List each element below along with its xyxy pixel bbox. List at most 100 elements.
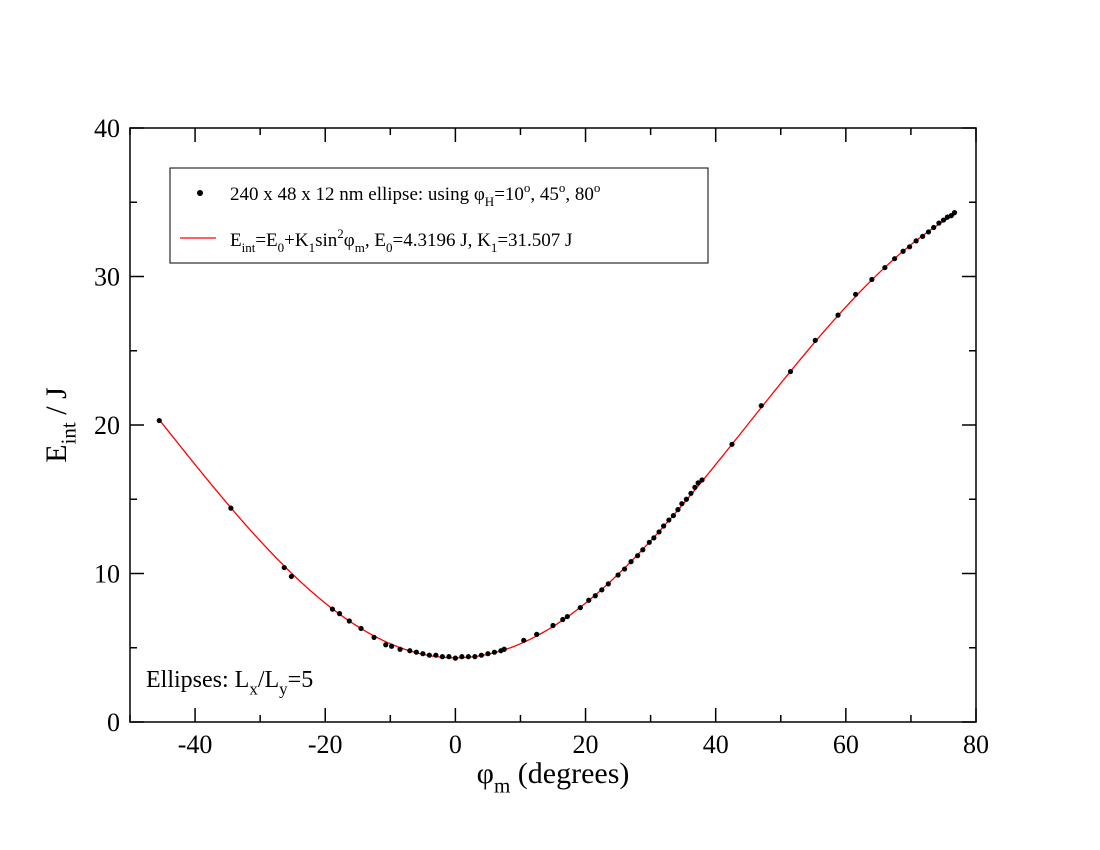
data-point [646,539,652,545]
data-point [944,214,950,220]
data-point [670,512,676,519]
data-point [683,496,690,502]
data-point [459,654,465,660]
data-point [413,649,419,655]
data-point [439,654,445,660]
x-tick-label: -40 [178,730,213,759]
data-point [592,593,598,599]
y-tick-label: 20 [94,411,120,440]
data-point [407,648,413,654]
data-point [656,529,662,535]
data-point [358,625,364,632]
data-point [501,646,507,652]
data-point [925,229,932,235]
data-point [465,654,471,660]
data-point [577,605,583,611]
data-point [452,655,458,661]
data-point [383,642,389,648]
data-point [900,248,906,254]
y-tick-label: 40 [94,114,120,143]
data-point [446,654,452,660]
data-point [534,631,540,637]
data-point [951,210,958,216]
x-tick-label: -20 [308,730,343,759]
data-point [605,581,611,587]
data-point [228,505,234,511]
data-point [920,233,926,239]
data-point [635,553,641,559]
y-axis-title: Eint / J [40,387,81,463]
data-point [371,634,377,640]
data-point [491,649,498,655]
data-point [521,637,527,643]
annotation-text: Ellipses: Lx/Ly=5 [146,667,313,699]
fit-layer [158,214,955,659]
data-point [389,643,395,649]
fit-curve [158,214,955,659]
data-point [666,517,672,523]
data-point [675,507,681,513]
data-point [397,646,403,652]
legend-entry-fit: Eint=E0+K1sin2φm, E0=4.3196 J, K1=31.507… [230,226,572,255]
x-tick-label: 0 [449,730,462,759]
y-tick-label: 0 [107,708,120,737]
data-point [835,312,841,318]
data-point [940,217,947,223]
data-point [651,535,657,541]
data-point [869,276,875,283]
x-axis-title: φm (degrees) [477,757,630,798]
data-point [586,597,592,603]
data-point [336,611,343,617]
x-tick-label: 40 [703,730,729,759]
data-point [628,559,634,565]
data-point [882,264,888,271]
x-tick-label: 20 [573,730,599,759]
data-point [692,484,698,490]
data-point [688,490,694,496]
data-point [679,501,685,507]
data-point [699,477,705,483]
data-point [907,244,913,250]
y-tick-label: 30 [94,263,120,292]
data-point [433,652,439,658]
legend-entry-data: 240 x 48 x 12 nm ellipse: using φH=10o, … [230,180,600,209]
data-point [550,622,556,629]
data-point [288,573,294,580]
y-tick-label: 10 [94,560,120,589]
data-point [661,523,667,529]
data-point [729,441,735,447]
data-point [599,587,605,593]
data-point [329,606,335,612]
data-point [695,480,701,486]
ticks [129,127,977,723]
legend-box [169,167,709,264]
data-point [936,220,942,226]
data-point [892,256,898,262]
data-point [615,572,621,578]
x-tick-label: 80 [963,730,989,759]
data-point [564,613,570,620]
tick-labels: -40 -20 0 20 40 60 80 0 10 20 30 40 [94,114,989,759]
data-point [485,651,491,657]
data-point [853,291,859,297]
data-point [472,654,478,660]
data-point [281,564,287,571]
data-point [621,566,628,572]
data-point [346,618,352,624]
data-point [420,651,426,657]
data-point [758,403,764,409]
data-point [426,652,432,658]
data-point [787,368,794,375]
data-point [931,224,937,231]
data-point [913,238,919,244]
data-points [156,210,958,661]
x-tick-label: 60 [833,730,859,759]
data-point [156,417,162,424]
legend-marker-dot [197,190,203,196]
data-point [640,547,646,553]
legend: 240 x 48 x 12 nm ellipse: using φH=10o, … [169,167,709,264]
data-point [812,337,818,343]
data-point [560,616,566,623]
data-point [478,652,485,658]
